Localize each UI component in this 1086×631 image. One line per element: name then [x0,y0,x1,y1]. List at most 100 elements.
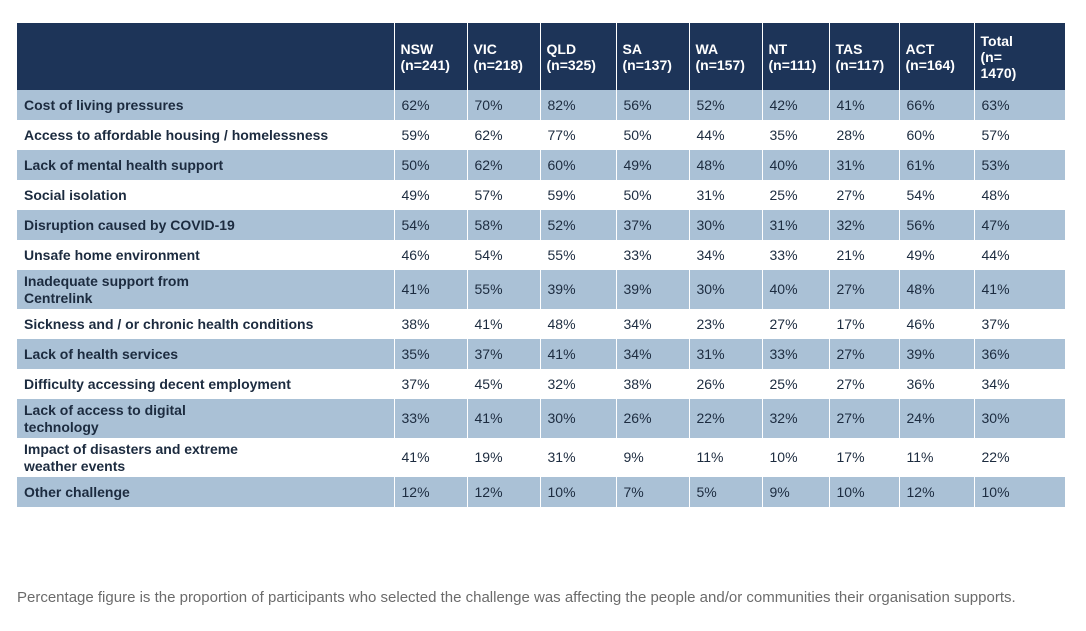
row-label: Social isolation [17,180,395,210]
table-cell-value: 41% [467,309,541,339]
table-cell-value: 44% [974,240,1065,270]
header-sample-size: (n=325) [546,56,596,73]
table-cell-value: 41% [394,438,468,477]
table-cell-value: 30% [540,399,617,438]
table-cell-value: 27% [829,399,900,438]
header-region-name: TAS [835,40,863,57]
header-region-name: NSW [400,40,434,57]
table-cell-value: 62% [394,90,468,120]
table-cell-value: 9% [762,477,830,507]
table-cell-value: 34% [616,339,690,369]
table-cell-value: 31% [829,150,900,180]
table-cell-value: 37% [974,309,1065,339]
table-cell-value: 32% [829,210,900,240]
table-cell-value: 21% [829,240,900,270]
row-label: Lack of access to digital technology [17,399,395,438]
table-cell-value: 49% [394,180,468,210]
table-cell-value: 48% [974,180,1065,210]
table-cell-value: 50% [616,180,690,210]
table-header: NSW (n=241) VIC (n=218) QLD (n=325) SA (n=137) W… [17,23,1065,90]
table-cell-value: 24% [899,399,975,438]
table-cell-value: 39% [899,339,975,369]
table-cell-value: 50% [394,150,468,180]
table-cell-value: 30% [974,399,1065,438]
table-cell-value: 46% [394,240,468,270]
table-cell-value: 30% [689,210,763,240]
header-region-name: QLD [546,40,577,57]
table-cell-value: 27% [829,180,900,210]
table-cell-value: 37% [616,210,690,240]
header-cell-wa: WA (n=157) [689,23,763,90]
table-cell-value: 25% [762,369,830,399]
table-body: Cost of living pressures 62% 70% 82% 56% 52% 4… [17,90,1065,507]
table-cell-value: 17% [829,309,900,339]
row-label: Lack of mental health support [17,150,395,180]
table-cell-value: 55% [467,270,541,309]
header-sample-size: (n=164) [905,56,955,73]
table-cell-value: 58% [467,210,541,240]
header-cell-nt: NT (n=111) [762,23,830,90]
table-row: Difficulty accessing decent employment 37… [17,369,1065,399]
table-row: Impact of disasters and extreme weather … [17,438,1065,477]
table-cell-value: 17% [829,438,900,477]
table-cell-value: 39% [616,270,690,309]
header-region-name: SA [622,40,642,57]
row-label: Inadequate support from Centrelink [17,270,395,309]
table-cell-value: 27% [829,270,900,309]
table-cell-value: 12% [899,477,975,507]
table-cell-value: 50% [616,120,690,150]
row-label: Lack of health services [17,339,395,369]
table-cell-value: 41% [394,270,468,309]
table-cell-value: 35% [394,339,468,369]
table-row: Lack of mental health support 50% 62% 60% 49… [17,150,1065,180]
table-cell-value: 10% [829,477,900,507]
table-cell-value: 82% [540,90,617,120]
row-label: Impact of disasters and extreme weather … [17,438,395,477]
table-cell-value: 56% [616,90,690,120]
table-cell-value: 27% [829,339,900,369]
table-cell-value: 62% [467,150,541,180]
table-cell-value: 53% [974,150,1065,180]
table-cell-value: 61% [899,150,975,180]
table-cell-value: 9% [616,438,690,477]
table-cell-value: 10% [762,438,830,477]
header-cell-label [17,23,395,90]
header-cell-nsw: NSW (n=241) [394,23,468,90]
row-label: Sickness and / or chronic health conditi… [17,309,395,339]
table-cell-value: 35% [762,120,830,150]
table-cell-value: 59% [394,120,468,150]
header-sample-size: (n=117) [835,56,885,73]
table-cell-value: 54% [899,180,975,210]
table-cell-value: 49% [899,240,975,270]
table-cell-value: 66% [899,90,975,120]
table-cell-value: 40% [762,270,830,309]
table-row: Lack of health services 35% 37% 41% 34% 31% 33… [17,339,1065,369]
header-cell-qld: QLD (n=325) [540,23,617,90]
table-cell-value: 39% [540,270,617,309]
header-region-name: Total [980,32,1013,49]
table-cell-value: 52% [689,90,763,120]
table-cell-value: 33% [762,240,830,270]
table-cell-value: 37% [467,339,541,369]
table-cell-value: 34% [689,240,763,270]
table-cell-value: 32% [540,369,617,399]
header-row: NSW (n=241) VIC (n=218) QLD (n=325) SA (n=137) W… [17,23,1065,90]
header-sample-size: (n= 1470) [980,48,1017,81]
table-cell-value: 36% [899,369,975,399]
table-cell-value: 23% [689,309,763,339]
table-cell-value: 38% [616,369,690,399]
header-sample-size: (n=137) [622,56,672,73]
header-sample-size: (n=241) [400,56,450,73]
table-cell-value: 22% [689,399,763,438]
table-cell-value: 32% [762,399,830,438]
table-cell-value: 40% [762,150,830,180]
table-cell-value: 57% [974,120,1065,150]
row-label: Disruption caused by COVID-19 [17,210,395,240]
table-cell-value: 12% [467,477,541,507]
table-cell-value: 59% [540,180,617,210]
header-sample-size: (n=111) [768,56,817,73]
table-cell-value: 52% [540,210,617,240]
header-cell-total: Total (n= 1470) [974,23,1065,90]
header-cell-act: ACT (n=164) [899,23,975,90]
table-cell-value: 33% [762,339,830,369]
